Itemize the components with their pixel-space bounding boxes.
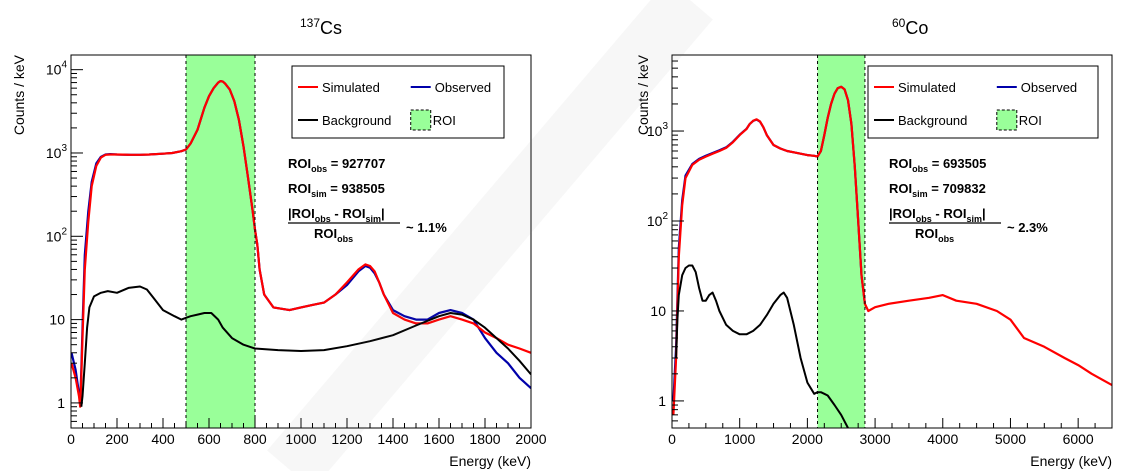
x-tick-label: 2000: [792, 431, 823, 447]
ratio-value: ~ 1.1%: [406, 220, 447, 235]
legend-swatch-roi: [410, 109, 432, 131]
legend-swatch-roi: [996, 109, 1018, 131]
roi-annotation: ROIobs = 927707 ROIsim = 938505 |ROIobs - …: [288, 156, 447, 244]
x-tick-label: 6000: [1063, 431, 1094, 447]
x-tick-label: 0: [668, 431, 676, 447]
legend: Simulated Observed Background ROI: [291, 65, 505, 139]
x-axis-label: Energy (keV): [449, 453, 531, 469]
y-tick-label: 102: [647, 211, 669, 229]
roi-obs-value: ROIobs = 927707: [288, 156, 385, 174]
x-tick-label: 1800: [469, 431, 500, 447]
ratio-numerator: |ROIobs - ROIsim|: [889, 206, 986, 224]
legend-label-roi: ROI: [433, 113, 456, 128]
ratio-value: ~ 2.3%: [1007, 220, 1048, 235]
x-tick-label: 2000: [515, 431, 546, 447]
legend-label-observed: Observed: [1021, 80, 1077, 95]
y-tick-label: 1: [658, 393, 666, 409]
legend-box: [291, 65, 505, 139]
x-tick-label: 1000: [285, 431, 316, 447]
legend: Simulated Observed Background ROI: [867, 65, 1099, 139]
ratio-denominator: ROIobs: [314, 226, 353, 244]
x-tick-label: 800: [243, 431, 267, 447]
chart-title: 137Cs: [300, 16, 342, 38]
legend-label-roi: ROI: [1019, 113, 1042, 128]
x-axis-label: Energy (keV): [1030, 453, 1112, 469]
y-tick-label: 103: [46, 143, 68, 161]
chart-panel-2: 0 1000 2000 3000 4000 5000 6000 1 10 102 103 Energy…: [635, 16, 1113, 469]
legend-label-observed: Observed: [435, 80, 491, 95]
series-simulated: [672, 85, 1112, 415]
legend-label-simulated: Simulated: [898, 80, 956, 95]
x-tick-label: 600: [197, 431, 221, 447]
x-tick-label: 400: [151, 431, 175, 447]
series-simulated: [71, 80, 531, 408]
x-tick-label: 1000: [724, 431, 755, 447]
y-axis-label: Counts / keV: [11, 54, 27, 135]
roi-annotation: ROIobs = 693505 ROIsim = 709832 |ROIobs - …: [889, 156, 1048, 244]
legend-label-background: Background: [898, 113, 967, 128]
x-tick-label: 3000: [859, 431, 890, 447]
roi-region: [817, 55, 865, 428]
roi-obs-value: ROIobs = 693505: [889, 156, 986, 174]
y-tick-label: 1: [57, 395, 65, 411]
x-tick-label: 1400: [377, 431, 408, 447]
roi-region: [186, 55, 255, 428]
x-tick-label: 5000: [995, 431, 1026, 447]
x-tick-label: 1200: [331, 431, 362, 447]
x-tick-label: 200: [105, 431, 129, 447]
chart-panel-1: 0 200 400 600 800 1000 1200 1400 1600 1800 2000 1 10…: [11, 16, 547, 469]
series-background: [80, 285, 531, 407]
x-tick-label: 4000: [927, 431, 958, 447]
roi-sim-value: ROIsim = 938505: [288, 181, 385, 199]
y-axis-label: Counts / keV: [635, 54, 651, 135]
y-tick-label: 104: [46, 60, 68, 78]
y-tick-label: 103: [647, 121, 669, 139]
legend-label-background: Background: [322, 113, 391, 128]
y-tick-label: 102: [46, 226, 68, 244]
x-tick-label: 1600: [423, 431, 454, 447]
legend-label-simulated: Simulated: [322, 80, 380, 95]
y-tick-label: 10: [650, 303, 666, 319]
y-tick-label: 10: [49, 312, 65, 328]
x-tick-label: 0: [67, 431, 75, 447]
chart-title: 60Co: [892, 16, 928, 38]
ratio-denominator: ROIobs: [915, 226, 954, 244]
ratio-numerator: |ROIobs - ROIsim|: [288, 206, 385, 224]
roi-sim-value: ROIsim = 709832: [889, 181, 986, 199]
legend-box: [867, 65, 1099, 139]
